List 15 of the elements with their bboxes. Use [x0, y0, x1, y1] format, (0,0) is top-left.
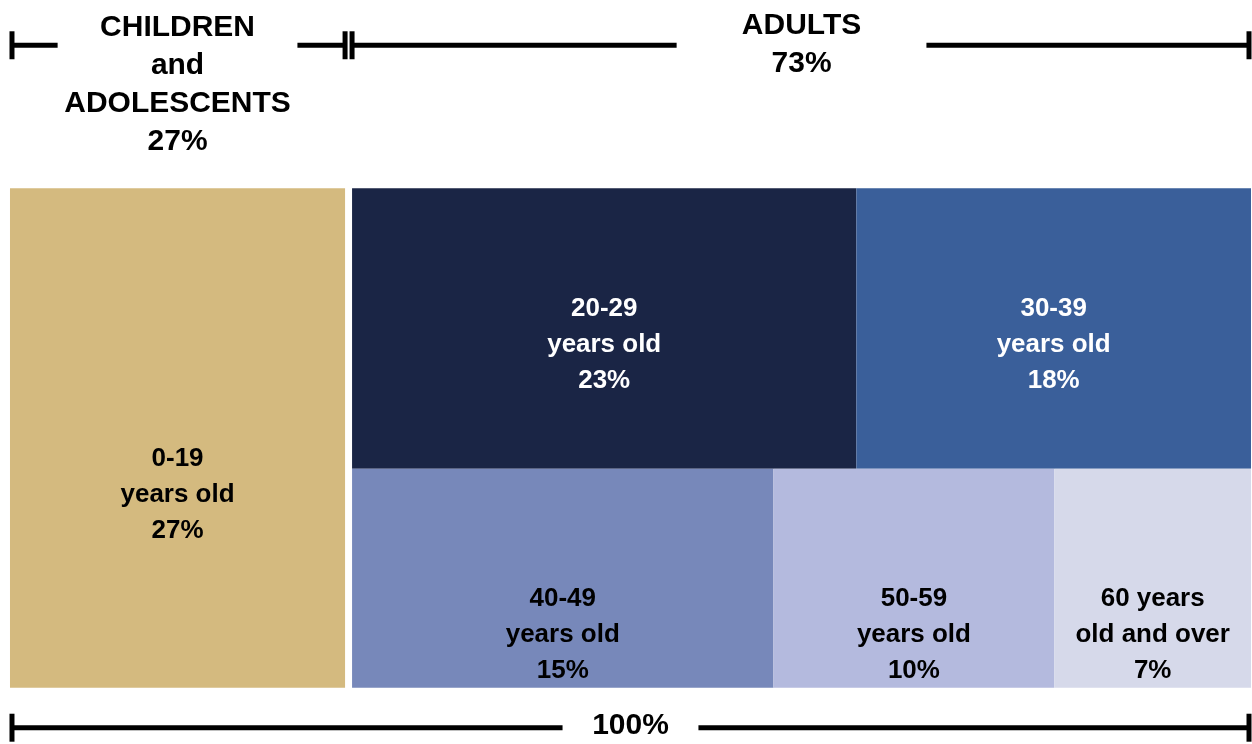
text: CHILDREN and ADOLESCENTS 27% — [64, 9, 291, 157]
category-label: 30-39 years old — [996, 292, 1111, 359]
data-label: 10% — [887, 654, 940, 685]
data-label: 27% — [151, 513, 204, 544]
category-label: 20-29 years old — [547, 292, 662, 359]
category-label: 50-59 years old — [856, 582, 971, 649]
category-label: 0-19 years old — [120, 441, 235, 508]
text: ADULTS 73% — [741, 7, 862, 79]
category-label: 40-49 years old — [505, 582, 620, 649]
data-label: 23% — [578, 364, 631, 395]
data-label: 15% — [536, 654, 589, 685]
category-label: 60 years old and over — [1075, 582, 1230, 649]
text: 100% — [592, 706, 669, 740]
data-label: 7% — [1133, 654, 1172, 685]
data-label: 18% — [1027, 364, 1080, 395]
